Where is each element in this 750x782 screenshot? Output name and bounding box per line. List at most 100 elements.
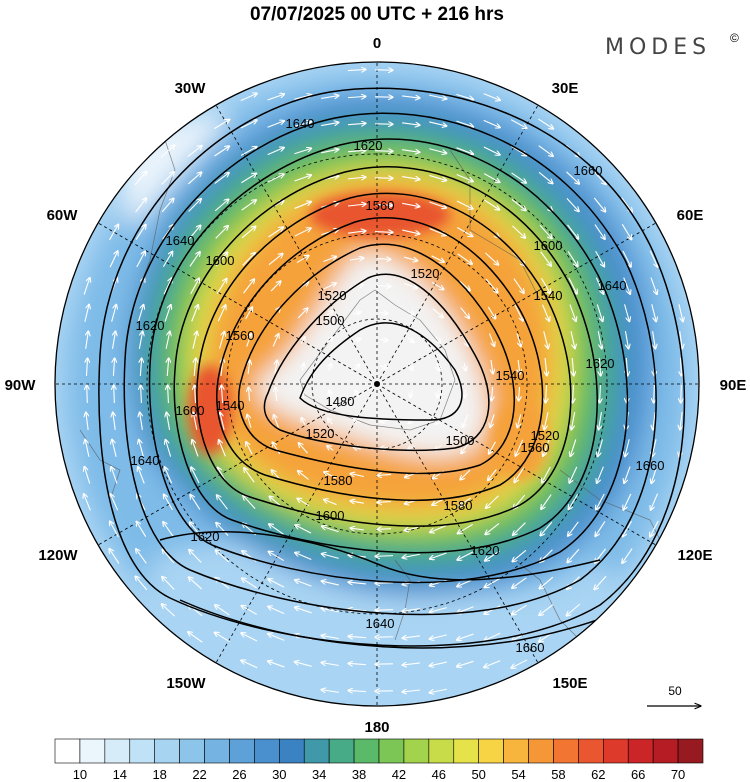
wind-vector-386 <box>294 607 312 614</box>
wind-vector-400 <box>268 634 285 641</box>
contour-labels: 1480 1500 1500 1520 1520 1520 1520 1540 1540 1540… <box>131 116 665 655</box>
wind-vector-236 <box>193 412 198 430</box>
wind-vector-200 <box>437 362 439 371</box>
contour-label-3: 1520 <box>318 288 347 303</box>
colorbar-swatch-23 <box>627 738 654 764</box>
wind-vector-276 <box>652 439 657 457</box>
colorbar-swatch-6 <box>204 738 230 764</box>
colorbar-tick-22: 22 <box>192 767 206 782</box>
wind-vector-108 <box>376 259 391 260</box>
wind-vector-350 <box>295 552 312 561</box>
wind-vector-24 <box>538 118 553 129</box>
colorbar-tick-42: 42 <box>392 767 406 782</box>
wind-vector-209 <box>680 357 681 376</box>
wind-vector-53 <box>456 173 474 181</box>
contour-label-12: 1560 <box>521 440 550 455</box>
wind-vector-14 <box>267 121 285 128</box>
colorbar-tick-38: 38 <box>352 767 366 782</box>
coastline-6 <box>79 429 121 501</box>
wind-vector-183 <box>597 331 601 349</box>
colorbar-tick-34: 34 <box>312 767 326 782</box>
wind-vector-88 <box>374 232 393 233</box>
longitude-labels: 0 180 90W 90E 30W 60W 30E 60E 120W 150W … <box>5 35 747 736</box>
contour-label-4: 1520 <box>306 426 335 441</box>
lon-label-0: 0 <box>373 35 381 52</box>
wind-vector-44 <box>214 173 229 184</box>
wind-vector-233 <box>113 412 116 430</box>
colorbar-tick-10: 10 <box>73 767 87 782</box>
contour-label-11: 1560 <box>226 328 255 343</box>
wind-vector-349 <box>268 551 285 562</box>
wind-vector-248 <box>517 414 522 428</box>
wind-vector-422 <box>321 690 339 693</box>
wind-vector-23 <box>510 119 527 129</box>
wind-vector-132 <box>431 281 444 289</box>
wind-vector-107 <box>350 258 364 260</box>
wind-vector-114 <box>540 251 552 266</box>
wind-vector-396 <box>566 603 581 616</box>
height-contour-2 <box>238 243 515 475</box>
wind-vector-223 <box>465 389 466 398</box>
wind-vector-289 <box>377 474 392 475</box>
map-border <box>54 61 700 707</box>
wind-vector-254 <box>680 411 682 430</box>
wind-vector-159 <box>569 304 576 322</box>
wind-vector-300 <box>84 494 91 511</box>
lon-label-30e: 30E <box>552 80 579 97</box>
colorbar-swatch-10 <box>303 738 330 764</box>
contour-label-27: 1640 <box>366 616 395 631</box>
wind-vector-6 <box>347 96 366 97</box>
wind-vector-90 <box>429 228 447 236</box>
wind-vector-264 <box>327 446 334 451</box>
graticule <box>55 62 699 706</box>
wind-vector-155 <box>460 307 470 319</box>
colorbar-swatch-16 <box>453 738 479 764</box>
wind-vector-15 <box>294 122 311 127</box>
wind-vector-82 <box>215 226 229 239</box>
wind-vector-144 <box>164 304 171 322</box>
wind-vector-323 <box>136 521 147 537</box>
wind-vector-51 <box>402 177 420 180</box>
colorbar-swatch-25 <box>677 738 704 764</box>
wind-vector-403 <box>348 636 367 637</box>
wind-vector-8 <box>401 96 420 98</box>
wind-vector-220 <box>355 390 359 398</box>
wind-vector-191 <box>194 358 196 377</box>
brand-mark: © <box>730 31 739 45</box>
wind-vector-287 <box>324 472 337 479</box>
wind-vector-418 <box>429 661 447 666</box>
wind-vector-262 <box>272 442 281 455</box>
wind-vector-164 <box>86 331 89 349</box>
wind-vector-297 <box>597 466 604 484</box>
wind-vector-3 <box>267 94 285 101</box>
wind-vector-118 <box>649 250 657 267</box>
wind-vector-134 <box>485 278 498 293</box>
wind-vector-56 <box>538 171 553 183</box>
wind-vector-270 <box>489 441 496 454</box>
wind-vector-367 <box>241 578 257 589</box>
colorbar-swatch-20 <box>553 738 579 764</box>
wind-vector-73 <box>511 198 526 210</box>
wind-vector-168 <box>192 331 197 349</box>
wind-vector-354 <box>402 553 420 557</box>
wind-vector-140 <box>650 277 657 295</box>
colorbar-tick-18: 18 <box>152 767 166 782</box>
contour-label-30: 1660 <box>636 458 665 473</box>
contour-label-21: 1620 <box>586 356 615 371</box>
wind-vector-351 <box>321 554 339 559</box>
wind-vector-194 <box>275 360 277 374</box>
contour-label-5: 1520 <box>531 428 560 443</box>
wind-vector-286 <box>298 471 309 480</box>
wind-vector-346 <box>189 549 202 563</box>
wind-vector-149 <box>297 308 308 319</box>
wind-vector-174 <box>353 338 360 341</box>
wind-vector-158 <box>542 304 550 322</box>
wind-vector-309 <box>323 499 337 506</box>
wind-vector-129 <box>350 285 364 288</box>
wind-vector-305 <box>217 495 228 510</box>
contour-label-22: 1620 <box>191 529 220 544</box>
wind-vector-101 <box>189 252 200 267</box>
colorbar-swatch-2 <box>104 738 131 764</box>
wind-vector-190 <box>167 358 168 377</box>
wind-vector-9 <box>429 94 447 99</box>
